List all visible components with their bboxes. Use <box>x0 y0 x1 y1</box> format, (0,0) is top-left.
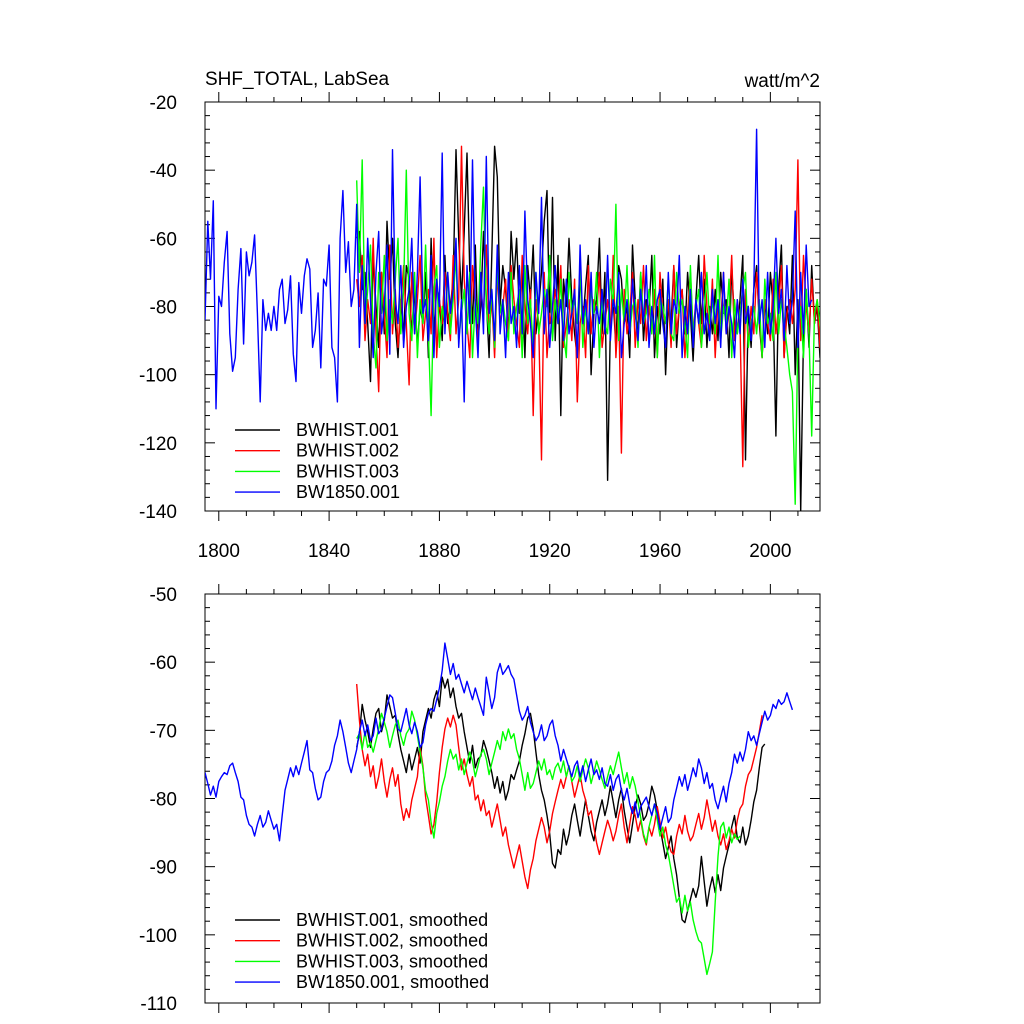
y-tick-label: -100 <box>139 366 177 387</box>
legend-label: BW1850.001 <box>296 482 400 502</box>
y-tick-label: -60 <box>150 229 177 250</box>
series-line-1 <box>356 676 766 924</box>
legend-label: BW1850.001, smoothed <box>296 972 489 992</box>
series-line-4 <box>205 642 794 842</box>
y-tick-label: -70 <box>150 721 177 742</box>
chart-title: SHF_TOTAL, LabSea <box>205 69 390 90</box>
top-panel: -20 -40 -60 -80 -100 -120 -140 1800 1840 1880 1920… <box>139 69 821 562</box>
legend-label: BWHIST.001 <box>296 420 399 440</box>
x-tick-label: 1920 <box>529 541 571 562</box>
x-tick-label: 1840 <box>308 541 350 562</box>
y-tick-label: -80 <box>150 298 177 319</box>
y-tick-label: -50 <box>150 585 177 606</box>
series-line-3 <box>356 710 741 976</box>
series-lines <box>205 642 794 976</box>
bottom-panel: -50 -60 -70 -80 -90 -100 -110 BWHIST.001, smoot… <box>139 584 821 1015</box>
y-tick-label: -60 <box>150 653 177 674</box>
x-tick-label: 2000 <box>749 541 791 562</box>
units-label: watt/m^2 <box>744 71 820 92</box>
legend-label: BWHIST.002 <box>296 441 399 461</box>
y-tick-label: -40 <box>150 161 177 182</box>
series-lines <box>205 128 820 511</box>
y-tick-label: -80 <box>150 790 177 811</box>
x-tick-label: 1880 <box>418 541 460 562</box>
x-tick-label: 1960 <box>639 541 681 562</box>
legend-label: BWHIST.003 <box>296 461 399 481</box>
y-tick-label: -110 <box>140 994 177 1015</box>
y-tick-label: -140 <box>139 502 177 523</box>
y-tick-label: -90 <box>150 858 177 879</box>
y-tick-label: -100 <box>139 926 177 947</box>
series-line-4 <box>205 128 813 410</box>
x-tick-label: 1800 <box>198 541 240 562</box>
legend-label: BWHIST.001, smoothed <box>296 910 488 930</box>
legend-label: BWHIST.003, smoothed <box>296 951 488 971</box>
y-tick-label: -120 <box>139 434 177 455</box>
legend-label: BWHIST.002, smoothed <box>296 931 488 951</box>
y-tick-label: -20 <box>150 93 177 114</box>
